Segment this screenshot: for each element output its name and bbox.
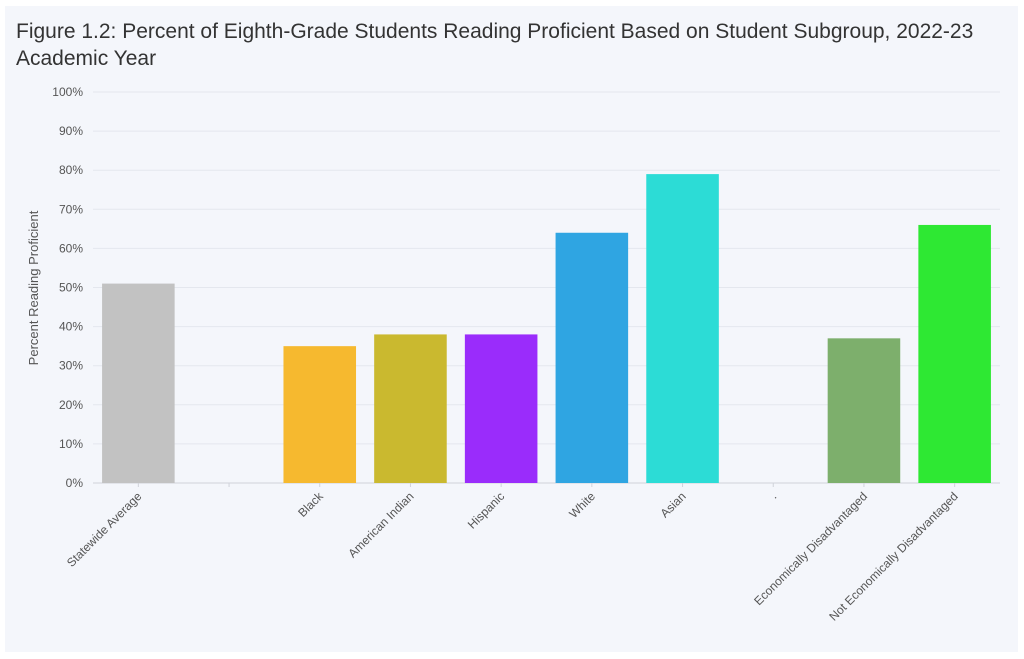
y-tick-label: 0%	[66, 476, 84, 490]
y-tick-label: 20%	[59, 398, 83, 412]
y-axis-title: Percent Reading Proficient	[26, 210, 41, 365]
x-tick-label: White	[566, 489, 598, 521]
y-tick-label: 100%	[52, 85, 83, 99]
y-tick-label: 80%	[59, 163, 83, 177]
x-tick-label: Black	[295, 489, 326, 520]
x-tick-label: .	[767, 489, 779, 501]
bar[interactable]	[555, 232, 629, 483]
y-tick-label: 90%	[59, 124, 83, 138]
bar[interactable]	[646, 174, 719, 484]
chart-title: Figure 1.2: Percent of Eighth-Grade Stud…	[16, 20, 974, 70]
bar[interactable]	[464, 334, 538, 483]
y-tick-label: 10%	[59, 437, 83, 451]
x-tick-label: American Indian	[345, 489, 416, 560]
y-tick-label: 60%	[59, 241, 83, 255]
y-tick-label: 40%	[59, 320, 83, 334]
y-tick-label: 70%	[59, 202, 83, 216]
x-tick-label: Hispanic	[465, 489, 507, 531]
bar[interactable]	[374, 334, 447, 483]
bar[interactable]	[918, 224, 991, 483]
x-tick-label: Asian	[658, 489, 689, 520]
y-tick-label: 30%	[59, 359, 83, 373]
y-tick-label: 50%	[59, 281, 83, 295]
bar[interactable]	[102, 283, 175, 483]
bar[interactable]	[827, 338, 901, 483]
x-tick-label: Statewide Average	[64, 489, 145, 570]
bar[interactable]	[283, 346, 357, 483]
